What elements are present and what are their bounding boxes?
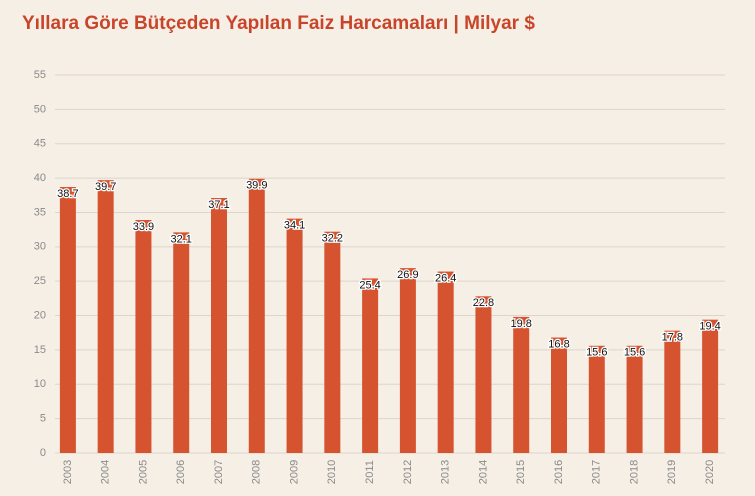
value-label: 15.6: [586, 347, 607, 359]
y-tick-label: 15: [34, 344, 46, 356]
y-tick-label: 20: [34, 309, 46, 321]
x-tick-label: 2020: [704, 460, 716, 484]
x-tick-label: 2008: [251, 460, 263, 484]
x-tick-label: 2016: [553, 460, 565, 484]
x-tick-label: 2010: [326, 460, 338, 484]
bar: [324, 231, 341, 453]
x-tick-label: 2007: [213, 460, 225, 484]
y-tick-label: 55: [34, 69, 46, 81]
x-tick-label: 2004: [100, 460, 112, 484]
value-label: 26.4: [435, 272, 456, 284]
y-tick-label: 35: [34, 206, 46, 218]
y-tick-label: 50: [34, 103, 46, 115]
x-tick-label: 2005: [137, 460, 149, 484]
x-tick-label: 2013: [440, 460, 452, 484]
value-label: 32.2: [322, 233, 343, 245]
bar: [702, 319, 719, 453]
bar: [97, 180, 114, 454]
bar: [248, 178, 265, 453]
y-tick-label: 25: [34, 275, 46, 287]
bar: [551, 337, 567, 453]
value-label: 34.1: [284, 220, 305, 232]
x-tick-label: 2019: [666, 460, 678, 484]
value-label: 37.1: [208, 199, 229, 211]
x-tick-label: 2015: [515, 460, 527, 484]
value-label: 17.8: [662, 332, 683, 344]
chart-title: Yıllara Göre Bütçeden Yapılan Faiz Harca…: [22, 13, 535, 34]
x-tick-label: 2009: [288, 460, 300, 484]
bar: [475, 296, 492, 453]
value-label: 38.7: [57, 188, 78, 200]
y-tick-label: 30: [34, 241, 46, 253]
value-label: 33.9: [133, 221, 154, 233]
x-tick-label: 2006: [175, 460, 187, 484]
x-tick-label: 2003: [62, 460, 74, 484]
x-tick-label: 2011: [364, 460, 376, 484]
value-label: 16.8: [548, 338, 569, 350]
value-label: 19.8: [511, 318, 532, 330]
bar: [135, 220, 152, 453]
value-label: 32.1: [171, 233, 192, 245]
y-tick-label: 40: [34, 172, 46, 184]
bar: [664, 330, 681, 453]
bar: [513, 316, 530, 453]
bar: [399, 268, 416, 453]
y-tick-label: 0: [40, 447, 46, 459]
value-label: 39.9: [246, 180, 267, 192]
y-tick-label: 10: [34, 378, 46, 390]
y-tick-label: 45: [34, 138, 46, 150]
value-label: 19.4: [699, 321, 720, 333]
y-tick-label: 5: [40, 413, 46, 425]
value-label: 39.7: [95, 181, 116, 193]
x-tick-label: 2014: [477, 460, 489, 484]
bar: [362, 278, 379, 453]
x-tick-label: 2017: [591, 460, 603, 484]
value-label: 22.8: [473, 297, 494, 309]
x-tick-label: 2012: [402, 460, 414, 484]
bar: [211, 198, 227, 453]
x-tick-label: 2018: [628, 460, 640, 484]
bar: [286, 218, 303, 453]
bar: [626, 345, 643, 453]
value-label: 15.6: [624, 347, 645, 359]
bar: [59, 187, 76, 453]
bar: [588, 345, 605, 453]
value-label: 26.9: [397, 269, 418, 281]
bar: [437, 271, 454, 453]
value-label: 25.4: [359, 279, 380, 291]
bar: [173, 232, 190, 453]
